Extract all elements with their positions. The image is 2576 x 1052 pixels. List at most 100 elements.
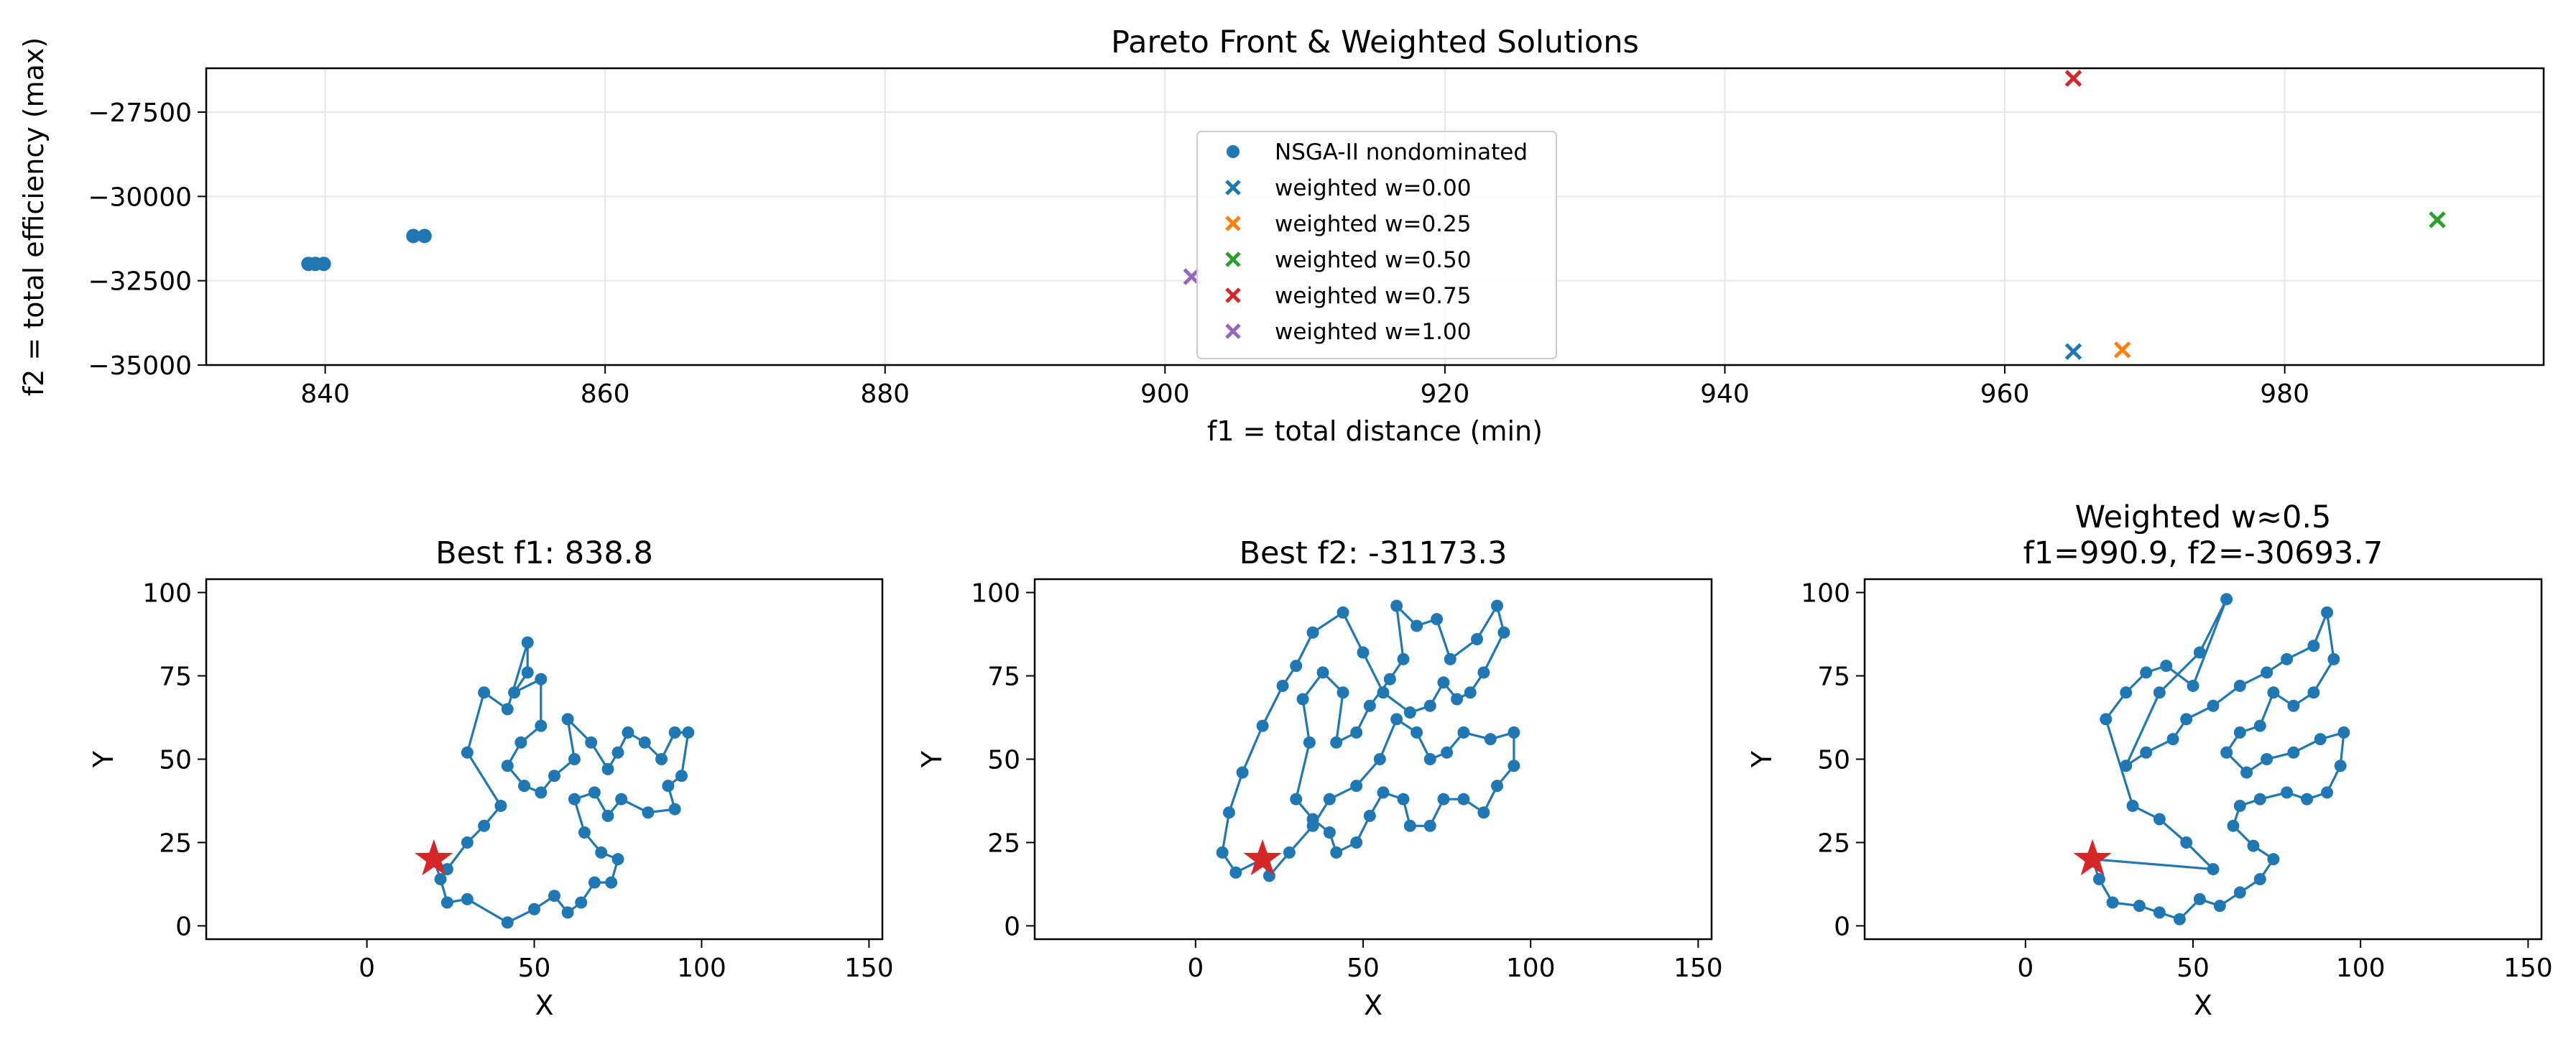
city-point — [1441, 746, 1454, 759]
axes-frame — [1863, 578, 2543, 941]
y-tick-label: −35000 — [88, 351, 192, 381]
y-axis-label: Y — [88, 750, 119, 768]
data-point — [406, 229, 421, 244]
city-point — [655, 753, 668, 765]
city-point — [2233, 726, 2246, 739]
city-point — [2337, 726, 2350, 739]
legend: NSGA-II nondominated weighted w=0.00 weigh… — [1196, 131, 1557, 359]
city-point — [2281, 786, 2294, 799]
city-point — [588, 786, 601, 799]
city-point — [575, 896, 588, 909]
city-point — [521, 666, 534, 679]
city-point — [2166, 733, 2179, 746]
city-point — [1451, 693, 1464, 706]
city-point — [2220, 746, 2233, 759]
city-point — [2140, 666, 2153, 679]
city-point — [2267, 686, 2280, 699]
city-point — [1383, 673, 1396, 686]
data-point-x-marker — [2064, 343, 2082, 360]
city-point — [1411, 726, 1423, 739]
city-point — [2187, 679, 2199, 692]
x-tick-label: 100 — [2336, 954, 2386, 983]
y-tick-label: 25 — [987, 829, 1020, 858]
city-point — [1497, 626, 1510, 639]
city-point — [2307, 686, 2320, 699]
city-point — [578, 826, 591, 839]
city-point — [478, 686, 491, 699]
y-tick-label: 50 — [987, 746, 1020, 775]
city-point — [2227, 819, 2240, 832]
city-point — [1323, 793, 1336, 806]
legend-box — [1196, 131, 1557, 359]
city-point — [668, 803, 681, 816]
legend-marker — [1225, 252, 1241, 267]
legend-marker — [1225, 287, 1241, 303]
city-point — [1222, 806, 1235, 819]
legend-label: weighted w=0.25 — [1275, 211, 1471, 237]
city-point — [568, 753, 581, 765]
city-point — [2120, 760, 2133, 772]
x-tick-label: 50 — [1347, 954, 1380, 983]
city-point — [1306, 813, 1319, 826]
x-tick-label: 100 — [1506, 954, 1556, 983]
route-line — [1221, 604, 1515, 877]
city-point — [528, 903, 541, 915]
city-point — [2233, 886, 2246, 899]
y-tick-label: 0 — [175, 912, 192, 941]
city-point — [615, 793, 628, 806]
city-point — [1457, 793, 1470, 806]
city-point — [1363, 699, 1376, 712]
city-point — [1337, 606, 1349, 619]
city-point — [668, 726, 681, 739]
city-point — [2281, 652, 2294, 665]
city-point — [1330, 736, 1343, 749]
y-tick-label: 100 — [971, 579, 1020, 609]
city-point — [2287, 699, 2300, 712]
legend-label: weighted w=0.75 — [1275, 283, 1471, 309]
chart-title: Weighted w≈0.5 — [2075, 499, 2332, 535]
city-point — [595, 846, 608, 859]
city-point — [2253, 719, 2266, 732]
city-point — [2321, 606, 2334, 619]
x-tick-label: 0 — [359, 954, 375, 983]
x-axis-label: X — [535, 989, 553, 1021]
city-point — [2307, 640, 2320, 652]
city-point — [2173, 913, 2186, 926]
city-point — [2261, 753, 2273, 765]
y-axis-label: f2 = total efficiency (max) — [18, 37, 50, 396]
city-point — [2314, 733, 2327, 746]
x-tick-label: 150 — [1674, 954, 1723, 983]
route-line — [433, 641, 690, 924]
y-tick-label: 75 — [1817, 663, 1850, 692]
city-point — [611, 853, 624, 866]
city-point — [2092, 873, 2105, 885]
city-point — [1363, 809, 1376, 822]
x-tick-label: 860 — [581, 379, 630, 409]
legend-label: NSGA-II nondominated — [1275, 139, 1528, 165]
legend-label: weighted w=0.00 — [1275, 175, 1471, 201]
x-tick-label: 880 — [860, 379, 910, 409]
city-point — [2207, 863, 2220, 876]
x-tick-label: 940 — [1700, 379, 1750, 409]
city-point — [1477, 666, 1490, 679]
chart-title: Pareto Front & Weighted Solutions — [1111, 24, 1639, 60]
city-point — [2160, 660, 2173, 673]
city-point — [2334, 760, 2347, 772]
city-point — [682, 726, 695, 739]
chart-title: Best f2: -31173.3 — [1239, 535, 1508, 571]
x-axis-label: X — [2194, 989, 2212, 1021]
city-point — [2133, 900, 2146, 913]
city-point — [1296, 693, 1309, 706]
city-point — [2126, 799, 2139, 812]
plot-area — [415, 636, 695, 929]
legend-marker — [1225, 323, 1241, 339]
city-point — [548, 890, 560, 903]
city-point — [1323, 826, 1336, 839]
x-tick-label: 0 — [1187, 954, 1204, 983]
axes-frame — [1033, 578, 1713, 941]
x-tick-label: 840 — [300, 379, 350, 409]
city-point — [521, 636, 534, 649]
city-point — [662, 780, 675, 793]
city-point — [2213, 900, 2226, 913]
city-point — [2106, 896, 2119, 909]
